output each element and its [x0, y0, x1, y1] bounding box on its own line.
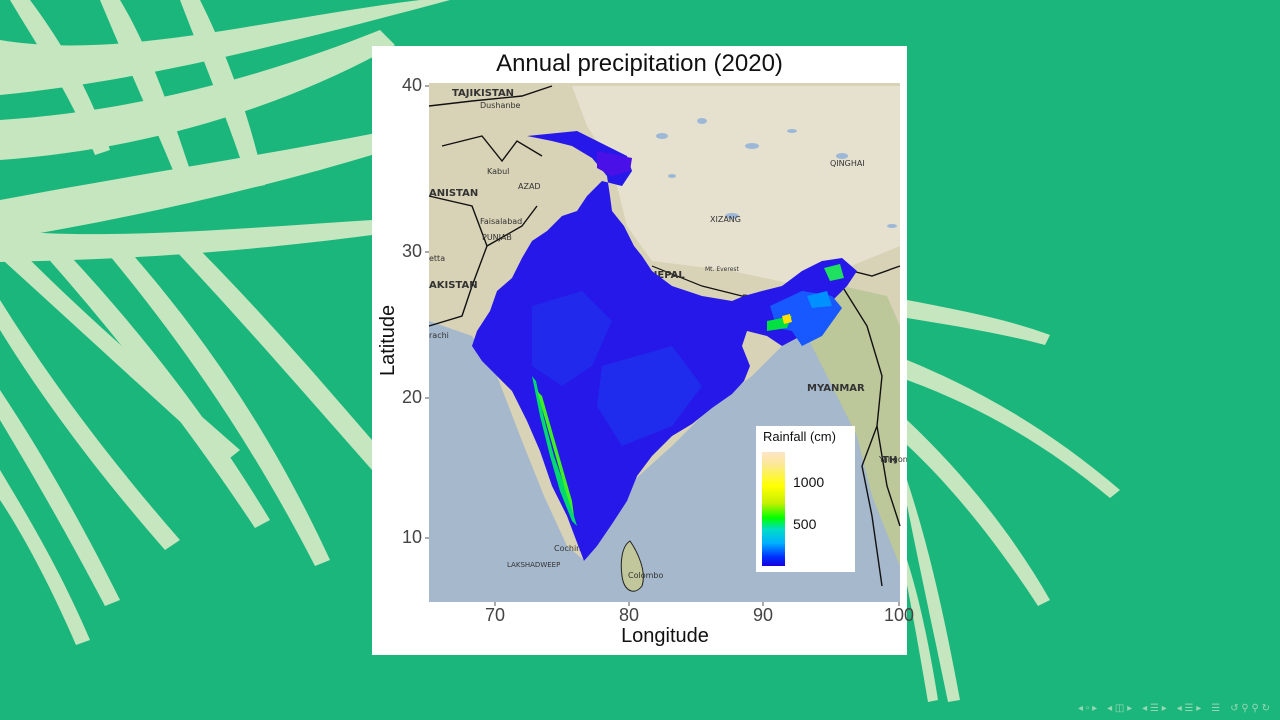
legend-tick-label: 1000 [793, 474, 825, 490]
legend-tick-label: 500 [793, 516, 817, 532]
x-tick-label: 100 [883, 605, 915, 625]
next-frame-icon[interactable]: ◂ ☰ ▸ [1142, 703, 1167, 714]
y-tick-label: 40 [401, 75, 422, 95]
svg-text:TH: TH [882, 455, 897, 466]
svg-text:PUNJAB: PUNJAB [482, 233, 512, 242]
svg-text:Mt. Everest: Mt. Everest [705, 266, 740, 273]
first-slide-icon[interactable]: ◂ ▫ ▸ [1077, 703, 1098, 714]
axis-ticks [425, 85, 900, 606]
x-tick-label: 70 [484, 605, 506, 625]
y-axis-label: Latitude [377, 304, 399, 376]
prev-section-icon[interactable]: ◂ ☰ ▸ [1176, 703, 1202, 714]
svg-text:Dushanbe: Dushanbe [480, 101, 521, 110]
svg-text:ANISTAN: ANISTAN [429, 188, 478, 199]
svg-text:rachi: rachi [429, 331, 449, 340]
prev-frame-icon[interactable]: ◂ ◫ ▸ [1107, 703, 1133, 714]
x-tick-label: 90 [752, 605, 774, 625]
x-axis-label: Longitude [621, 625, 709, 647]
svg-text:AZAD: AZAD [518, 182, 541, 191]
legend-title: Rainfall (cm) [763, 429, 836, 444]
y-tick-label: 20 [401, 387, 422, 407]
svg-text:QINGHAI: QINGHAI [830, 159, 865, 168]
rainfall-raster [472, 131, 857, 561]
chart-title: Annual precipitation (2020) [496, 50, 783, 77]
svg-text:LAKSHADWEEP: LAKSHADWEEP [507, 561, 560, 569]
legend-colorbar [762, 452, 785, 566]
svg-text:MYANMAR: MYANMAR [807, 383, 865, 394]
outline-icon[interactable]: ☰ [1211, 703, 1221, 714]
search-icon[interactable]: ↺ ⚲ ⚲ ↻ [1230, 703, 1270, 714]
svg-text:Kabul: Kabul [487, 167, 509, 176]
svg-text:Faisalabad: Faisalabad [480, 217, 522, 226]
y-tick-label: 30 [401, 241, 422, 261]
color-legend: Rainfall (cm) 1000 500 [756, 426, 855, 572]
svg-text:AKISTAN: AKISTAN [429, 280, 478, 291]
svg-text:Cochin: Cochin [554, 544, 581, 553]
svg-text:XIZANG: XIZANG [710, 215, 741, 224]
svg-text:TAJIKISTAN: TAJIKISTAN [452, 88, 514, 99]
x-tick-label: 80 [618, 605, 640, 625]
svg-text:NEPAL: NEPAL [649, 270, 685, 281]
svg-text:Colombo: Colombo [628, 571, 663, 580]
chart-card: Annual precipitation (2020) [372, 46, 914, 655]
india-rainfall-area [472, 131, 857, 561]
svg-text:Yangon: Yangon [878, 455, 907, 464]
slide-navigation: ◂ ▫ ▸ ◂ ◫ ▸ ◂ ☰ ▸ ◂ ☰ ▸ ☰ ↺ ⚲ ⚲ ↻ [1078, 703, 1270, 714]
y-tick-label: 10 [401, 527, 422, 547]
svg-text:etta: etta [429, 254, 445, 263]
